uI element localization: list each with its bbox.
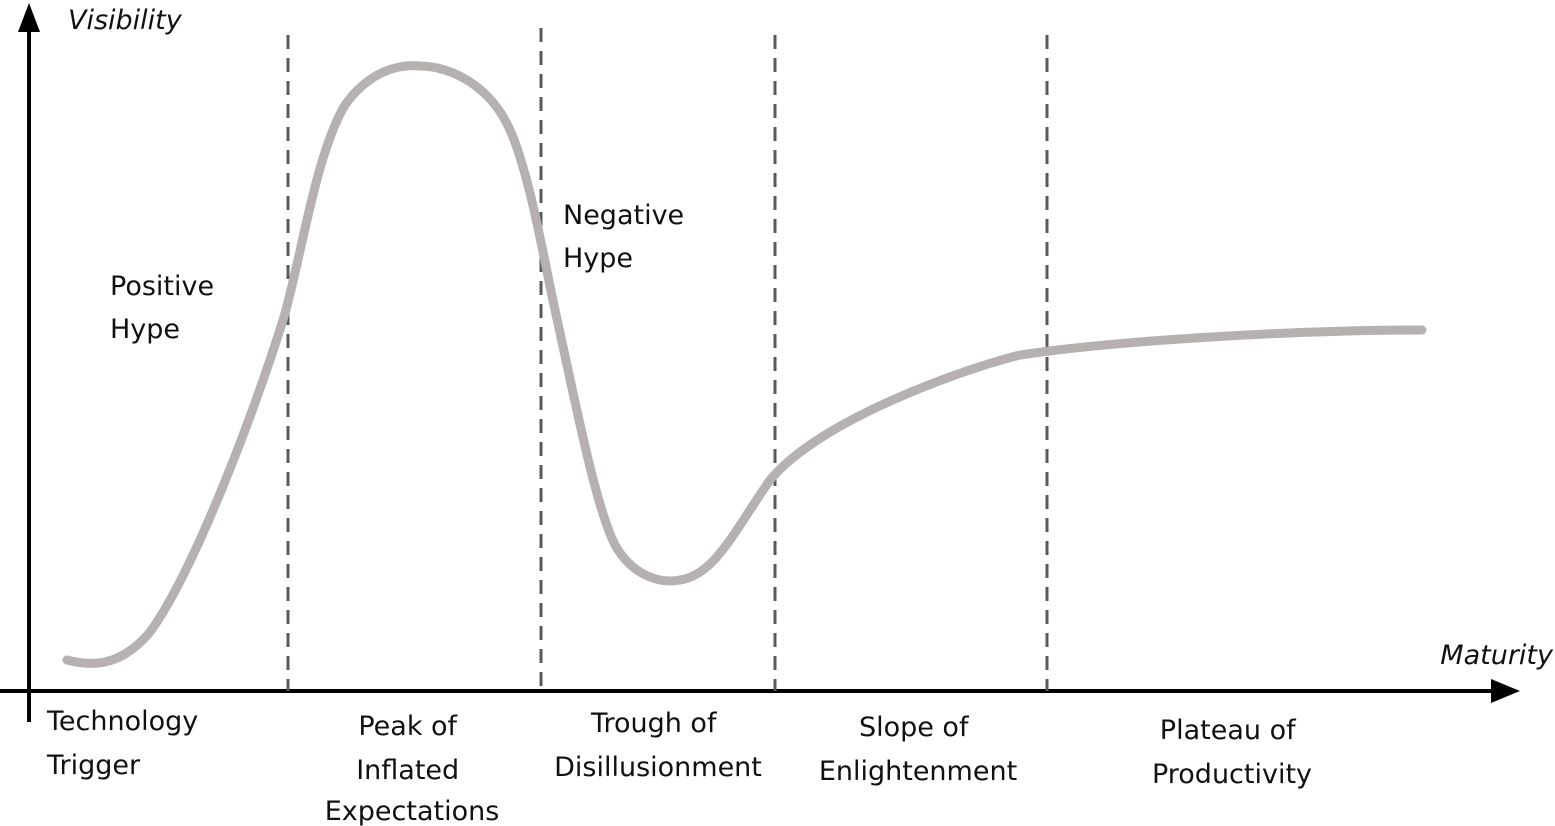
- y-axis-arrow: [18, 3, 40, 32]
- phase-label-trough-of-disillusionment: Trough of Disillusionment: [554, 708, 762, 783]
- phase-label-plateau-of-productivity: Plateau of Productivity: [1152, 715, 1312, 790]
- x-axis-arrow: [1491, 679, 1520, 703]
- hype-curve: [62, 61, 1427, 668]
- phase-label-technology-trigger: Technology Trigger: [46, 706, 207, 781]
- phase-label-slope-of-enlightenment: Slope of Enlightenment: [819, 712, 1017, 787]
- negative-hype-label: Negative Hype: [563, 200, 693, 274]
- phase-label-peak-of-inflated-expectations: Peak of Inflated Expectations: [325, 711, 500, 826]
- x-axis-title: Maturity: [1440, 640, 1554, 671]
- y-axis-title: Visibility: [68, 5, 183, 36]
- positive-hype-label: Positive Hype: [110, 271, 223, 345]
